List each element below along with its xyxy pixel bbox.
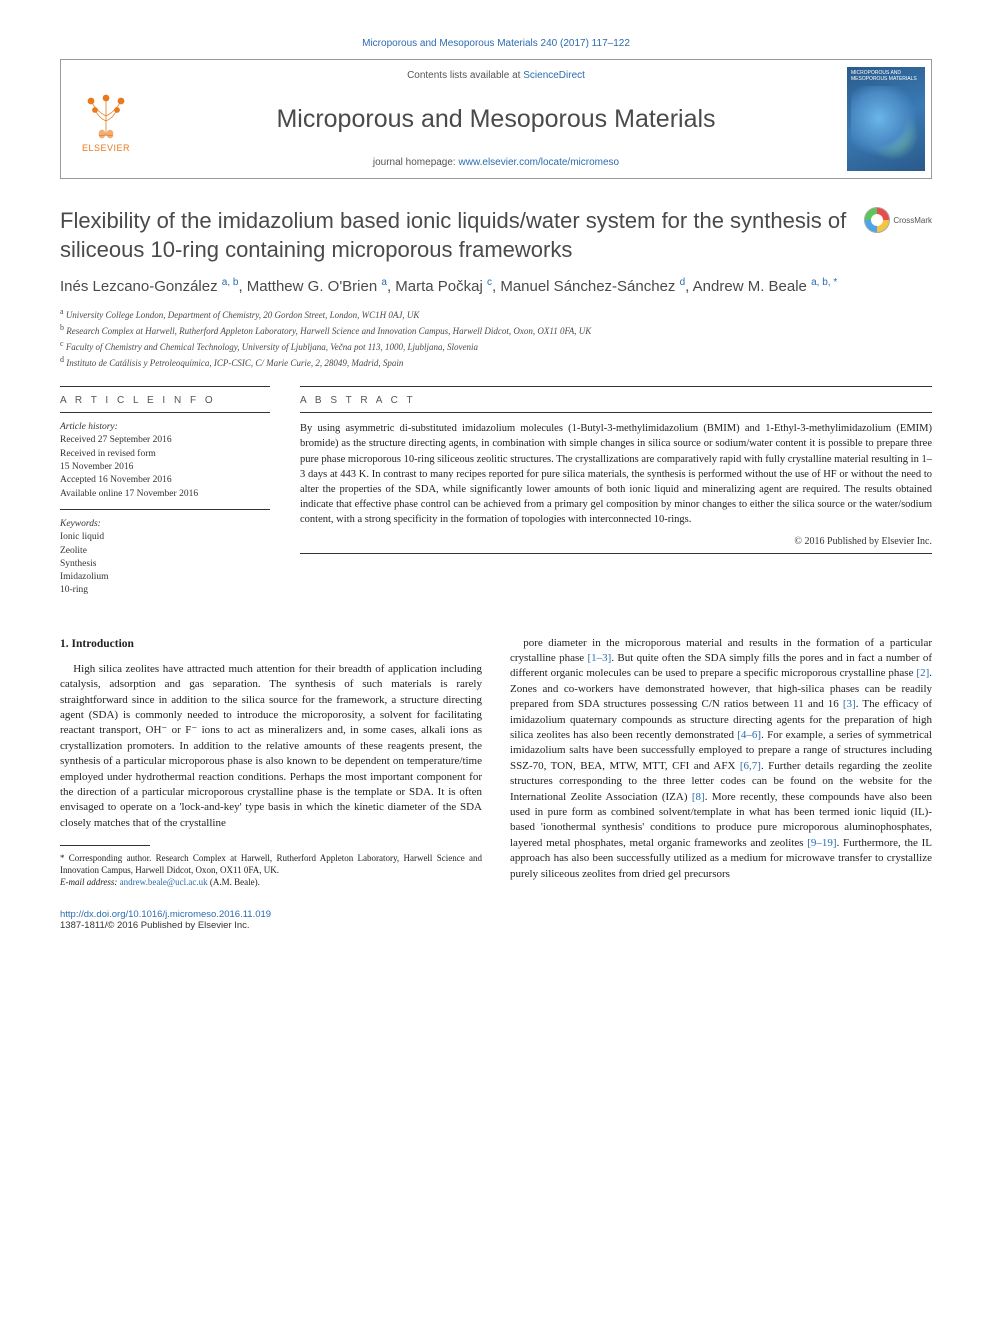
cover-title: MICROPOROUS AND MESOPOROUS MATERIALS <box>851 71 921 82</box>
ref-link[interactable]: [6,7] <box>740 760 761 772</box>
history-line: Received 27 September 2016 <box>60 434 270 447</box>
affiliation-line: a University College London, Department … <box>60 306 932 322</box>
keyword-line: Synthesis <box>60 558 270 571</box>
page: Microporous and Mesoporous Materials 240… <box>0 0 992 1323</box>
keywords-block: Keywords: Ionic liquidZeoliteSynthesisIm… <box>60 510 270 606</box>
keyword-line: 10-ring <box>60 584 270 597</box>
citation-line: Microporous and Mesoporous Materials 240… <box>60 38 932 49</box>
contents-prefix: Contents lists available at <box>407 70 523 81</box>
ref-link[interactable]: [2] <box>916 667 929 679</box>
history-line: Accepted 16 November 2016 <box>60 474 270 487</box>
crossmark-button[interactable]: CrossMark <box>864 207 932 233</box>
ref-link[interactable]: [1–3] <box>588 652 612 664</box>
ref-link[interactable]: [3] <box>843 698 856 710</box>
email-label: E-mail address: <box>60 877 117 887</box>
email-suffix: (A.M. Beale). <box>210 877 260 887</box>
journal-cover-thumbnail: MICROPOROUS AND MESOPOROUS MATERIALS <box>847 67 925 171</box>
affiliation-line: d Instituto de Catálisis y Petroleoquími… <box>60 354 932 370</box>
crossmark-icon <box>864 207 890 233</box>
ref-link[interactable]: [4–6] <box>737 729 761 741</box>
keyword-line: Imidazolium <box>60 571 270 584</box>
section-1-heading: 1. Introduction <box>60 636 482 652</box>
contents-available-line: Contents lists available at ScienceDirec… <box>407 70 585 81</box>
journal-name: Microporous and Mesoporous Materials <box>276 105 715 134</box>
affiliation-line: c Faculty of Chemistry and Chemical Tech… <box>60 338 932 354</box>
keyword-line: Ionic liquid <box>60 531 270 544</box>
header-center: Contents lists available at ScienceDirec… <box>151 60 841 178</box>
abstract-text: By using asymmetric di-substituted imida… <box>300 413 932 536</box>
journal-homepage-link[interactable]: www.elsevier.com/locate/micromeso <box>459 157 620 168</box>
abstract-heading: A B S T R A C T <box>300 386 932 413</box>
keywords-label: Keywords: <box>60 519 101 529</box>
history-line: Received in revised form <box>60 448 270 461</box>
footnote-rule <box>60 845 150 846</box>
doi-link[interactable]: http://dx.doi.org/10.1016/j.micromeso.20… <box>60 909 271 920</box>
sciencedirect-link[interactable]: ScienceDirect <box>523 70 585 81</box>
elsevier-tree-icon <box>81 86 131 141</box>
authors-line: Inés Lezcano-González a, b, Matthew G. O… <box>60 276 932 298</box>
article-history-block: Article history: Received 27 September 2… <box>60 413 270 509</box>
corresponding-email-link[interactable]: andrew.beale@ucl.ac.uk <box>120 877 208 887</box>
history-label: Article history: <box>60 422 118 432</box>
body-paragraph-1: High silica zeolites have attracted much… <box>60 662 482 831</box>
affiliations-block: a University College London, Department … <box>60 306 932 370</box>
journal-header: ELSEVIER Contents lists available at Sci… <box>60 59 932 179</box>
journal-homepage-line: journal homepage: www.elsevier.com/locat… <box>373 157 619 168</box>
ref-link[interactable]: [9–19] <box>807 837 836 849</box>
publisher-logo-block: ELSEVIER <box>61 60 151 178</box>
corresponding-author-note: * Corresponding author. Research Complex… <box>60 852 482 876</box>
email-line: E-mail address: andrew.beale@ucl.ac.uk (… <box>60 876 482 888</box>
publisher-name: ELSEVIER <box>82 143 130 153</box>
body-text-columns: 1. Introduction High silica zeolites hav… <box>60 636 932 889</box>
abstract-copyright: © 2016 Published by Elsevier Inc. <box>300 536 932 554</box>
crossmark-label: CrossMark <box>893 216 932 225</box>
article-title: Flexibility of the imidazolium based ion… <box>60 207 854 264</box>
footnotes-block: * Corresponding author. Research Complex… <box>60 852 482 888</box>
body-paragraph-2: pore diameter in the microporous materia… <box>510 636 932 882</box>
affiliation-line: b Research Complex at Harwell, Rutherfor… <box>60 322 932 338</box>
homepage-prefix: journal homepage: <box>373 157 459 168</box>
article-info-heading: A R T I C L E I N F O <box>60 386 270 413</box>
history-line: 15 November 2016 <box>60 461 270 474</box>
article-info-column: A R T I C L E I N F O Article history: R… <box>60 386 270 606</box>
issn-copyright-line: 1387-1811/© 2016 Published by Elsevier I… <box>60 920 932 931</box>
page-footer: http://dx.doi.org/10.1016/j.micromeso.20… <box>60 909 932 931</box>
keyword-line: Zeolite <box>60 545 270 558</box>
cover-art-icon <box>851 86 921 167</box>
info-abstract-row: A R T I C L E I N F O Article history: R… <box>60 386 932 606</box>
history-line: Available online 17 November 2016 <box>60 488 270 501</box>
cover-thumbnail-block: MICROPOROUS AND MESOPOROUS MATERIALS <box>841 60 931 178</box>
ref-link[interactable]: [8] <box>692 791 705 803</box>
abstract-column: A B S T R A C T By using asymmetric di-s… <box>300 386 932 606</box>
